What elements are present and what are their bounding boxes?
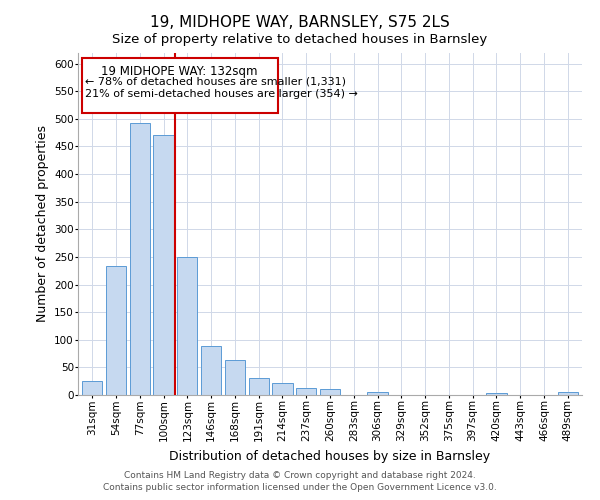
Bar <box>557 392 578 395</box>
Bar <box>225 360 245 395</box>
Bar <box>487 394 506 395</box>
Bar <box>154 136 173 395</box>
FancyBboxPatch shape <box>82 58 278 114</box>
Bar <box>82 381 103 395</box>
Bar <box>272 383 293 395</box>
Bar <box>296 388 316 395</box>
Text: 19 MIDHOPE WAY: 132sqm: 19 MIDHOPE WAY: 132sqm <box>101 64 258 78</box>
Y-axis label: Number of detached properties: Number of detached properties <box>35 125 49 322</box>
Text: Size of property relative to detached houses in Barnsley: Size of property relative to detached ho… <box>112 32 488 46</box>
Text: ← 78% of detached houses are smaller (1,331): ← 78% of detached houses are smaller (1,… <box>85 77 346 87</box>
X-axis label: Distribution of detached houses by size in Barnsley: Distribution of detached houses by size … <box>169 450 491 462</box>
Bar <box>320 390 340 395</box>
Text: 21% of semi-detached houses are larger (354) →: 21% of semi-detached houses are larger (… <box>85 89 358 99</box>
Bar <box>367 392 388 395</box>
Bar <box>177 257 197 395</box>
Bar <box>130 123 150 395</box>
Bar <box>201 346 221 395</box>
Text: Contains HM Land Registry data © Crown copyright and database right 2024.
Contai: Contains HM Land Registry data © Crown c… <box>103 471 497 492</box>
Bar <box>248 378 269 395</box>
Bar <box>106 266 126 395</box>
Text: 19, MIDHOPE WAY, BARNSLEY, S75 2LS: 19, MIDHOPE WAY, BARNSLEY, S75 2LS <box>150 15 450 30</box>
